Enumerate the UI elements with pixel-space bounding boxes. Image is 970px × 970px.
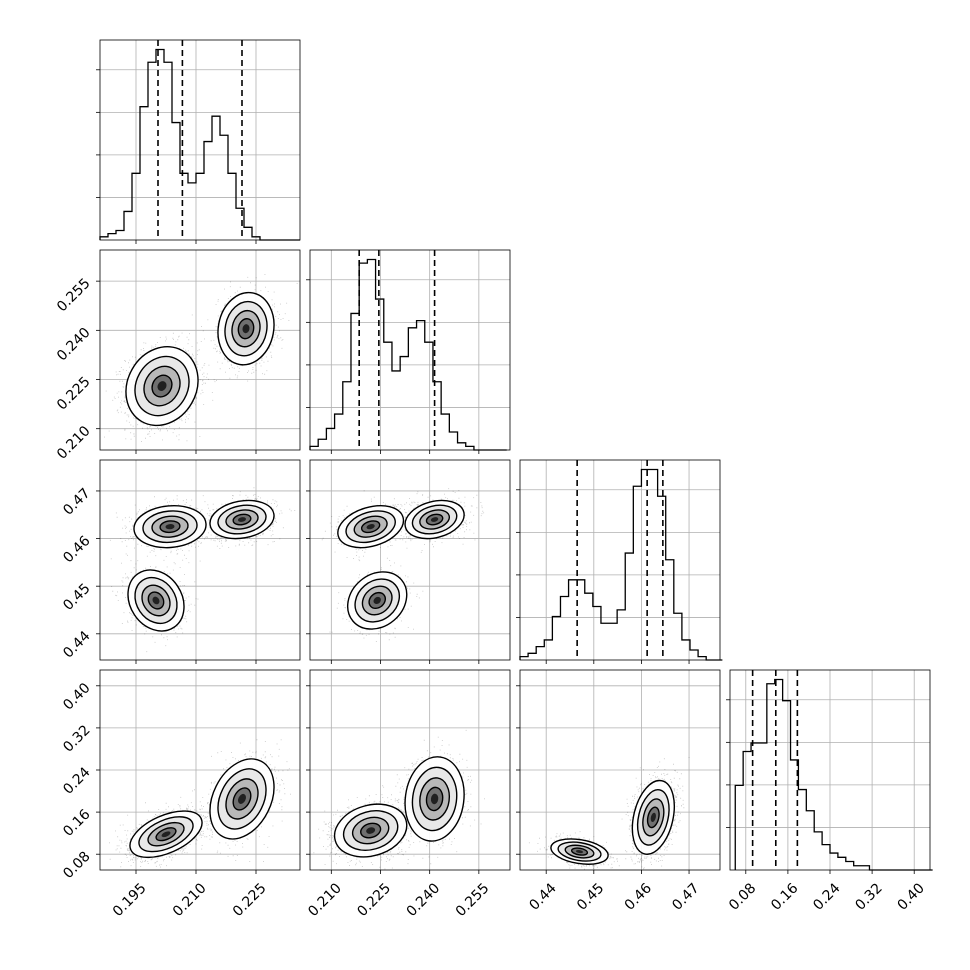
y-tick-label: 0.16 bbox=[60, 806, 93, 839]
y-tick-label: 0.46 bbox=[60, 533, 93, 566]
axes-frame bbox=[519, 459, 721, 661]
y-tick-label: 0.40 bbox=[60, 680, 93, 713]
x-tick-label: 0.225 bbox=[230, 880, 270, 920]
scatter-panel-0-2 bbox=[96, 459, 301, 664]
y-tick-label: 0.210 bbox=[54, 423, 94, 463]
y-tick-label: 0.24 bbox=[60, 764, 93, 797]
density-contour bbox=[242, 324, 250, 334]
x-tick-label: 0.16 bbox=[768, 880, 801, 913]
y-tick-label: 0.44 bbox=[60, 628, 93, 661]
x-tick-label: 0.47 bbox=[669, 880, 702, 913]
y-tick-label: 0.32 bbox=[60, 722, 93, 755]
histogram-panel-3 bbox=[726, 669, 933, 874]
x-tick-label: 0.240 bbox=[404, 880, 444, 920]
histogram-step bbox=[99, 48, 300, 241]
histogram-panel-0 bbox=[96, 39, 301, 244]
y-tick-label: 0.240 bbox=[54, 325, 94, 365]
x-tick-label: 0.225 bbox=[354, 880, 394, 920]
scatter-panel-2-3 bbox=[516, 669, 721, 874]
density-contour bbox=[165, 524, 175, 530]
histogram-panel-1 bbox=[306, 249, 511, 454]
histogram-panel-2 bbox=[516, 459, 723, 664]
x-tick-label: 0.32 bbox=[852, 880, 885, 913]
x-tick-label: 0.40 bbox=[894, 880, 927, 913]
scatter-panel-1-2 bbox=[306, 459, 511, 664]
x-tick-label: 0.45 bbox=[574, 880, 607, 913]
density-contour bbox=[237, 793, 246, 804]
x-tick-label: 0.255 bbox=[453, 880, 493, 920]
x-tick-label: 0.210 bbox=[170, 880, 210, 920]
density-contour bbox=[238, 517, 247, 522]
y-tick-label: 0.08 bbox=[60, 849, 93, 882]
density-contour bbox=[650, 812, 656, 822]
histogram-step bbox=[309, 258, 507, 451]
scatter-panel-1-3 bbox=[306, 669, 511, 874]
density-contour bbox=[373, 596, 381, 605]
histogram-step bbox=[734, 678, 933, 871]
density-contour bbox=[430, 517, 439, 522]
x-tick-label: 0.46 bbox=[622, 880, 655, 913]
y-tick-label: 0.45 bbox=[60, 581, 93, 614]
x-tick-label: 0.195 bbox=[110, 880, 150, 920]
x-tick-label: 0.24 bbox=[810, 880, 843, 913]
axes-frame bbox=[99, 39, 301, 241]
y-tick-label: 0.225 bbox=[54, 374, 94, 414]
scatter-panel-0-1 bbox=[96, 249, 301, 454]
density-contour bbox=[366, 524, 375, 530]
x-tick-label: 0.44 bbox=[526, 880, 559, 913]
y-tick-label: 0.255 bbox=[54, 275, 94, 315]
axes-frame bbox=[309, 249, 511, 451]
x-tick-label: 0.210 bbox=[305, 880, 345, 920]
histogram-step bbox=[519, 468, 723, 661]
x-tick-label: 0.08 bbox=[726, 880, 759, 913]
density-contour bbox=[152, 596, 160, 605]
density-contour bbox=[366, 827, 376, 834]
density-contour bbox=[575, 849, 584, 854]
axes-frame bbox=[309, 459, 511, 661]
axes-frame bbox=[99, 459, 301, 661]
axes-frame bbox=[99, 249, 301, 451]
density-contour bbox=[157, 381, 167, 391]
y-tick-label: 0.47 bbox=[60, 485, 93, 518]
scatter-panel-0-3 bbox=[96, 669, 301, 874]
density-contour bbox=[430, 793, 439, 805]
